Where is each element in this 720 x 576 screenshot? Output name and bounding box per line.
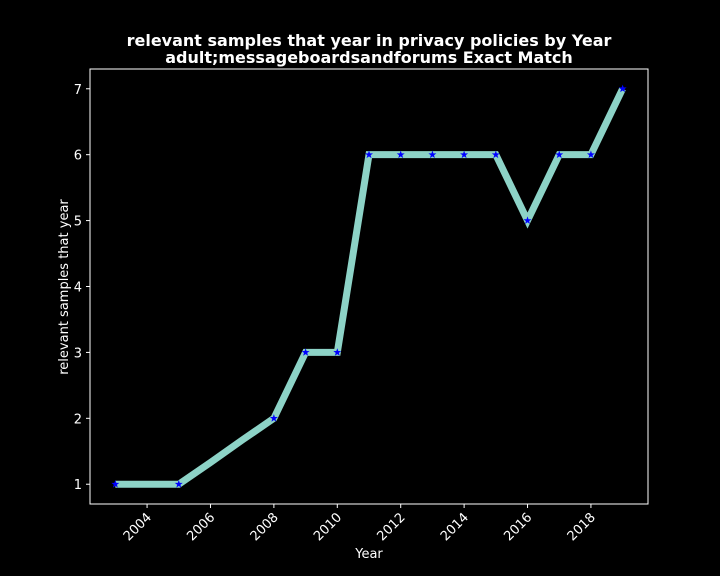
data-point-marker xyxy=(301,348,310,356)
x-tick-label: 2010 xyxy=(311,510,345,544)
data-point-marker xyxy=(365,150,373,159)
x-tick-label: 2012 xyxy=(375,510,409,544)
series-group xyxy=(111,84,627,488)
x-tick-label: 2004 xyxy=(121,510,155,544)
y-axis-label: relevant samples that year xyxy=(57,199,72,375)
x-tick-label: 2014 xyxy=(438,510,472,544)
data-point-marker xyxy=(428,150,437,159)
chart-subtitle: adult;messageboardsandforums Exact Match xyxy=(165,48,573,67)
y-tick-label: 2 xyxy=(74,412,82,427)
data-point-marker xyxy=(586,150,595,159)
data-point-marker xyxy=(460,150,469,159)
data-point-marker xyxy=(491,150,500,159)
y-tick-label: 6 xyxy=(74,149,82,164)
y-tick-label: 1 xyxy=(74,478,82,493)
data-point-marker xyxy=(523,216,532,224)
data-point-marker xyxy=(174,480,183,488)
x-axis-label: Year xyxy=(354,547,383,562)
data-point-marker xyxy=(396,150,405,159)
y-tick-label: 3 xyxy=(74,346,82,361)
x-axis: 2004 2006 2008 2010 2012 2014 2016 2018 xyxy=(121,504,599,544)
y-axis: 1 2 3 4 5 6 7 xyxy=(74,83,90,493)
data-point-marker xyxy=(111,480,120,488)
plot-area xyxy=(89,68,649,505)
x-tick-label: 2016 xyxy=(501,510,535,544)
x-tick-label: 2006 xyxy=(184,510,218,544)
data-point-marker xyxy=(618,84,627,93)
data-point-marker xyxy=(333,348,342,356)
y-tick-label: 4 xyxy=(74,281,82,296)
data-point-marker xyxy=(269,414,278,422)
x-tick-label: 2018 xyxy=(565,510,599,544)
data-point-marker xyxy=(555,150,564,159)
x-tick-label: 2008 xyxy=(248,510,282,544)
y-tick-label: 7 xyxy=(74,83,82,98)
chart-title: relevant samples that year in privacy po… xyxy=(127,31,612,50)
y-tick-label: 5 xyxy=(74,215,82,230)
